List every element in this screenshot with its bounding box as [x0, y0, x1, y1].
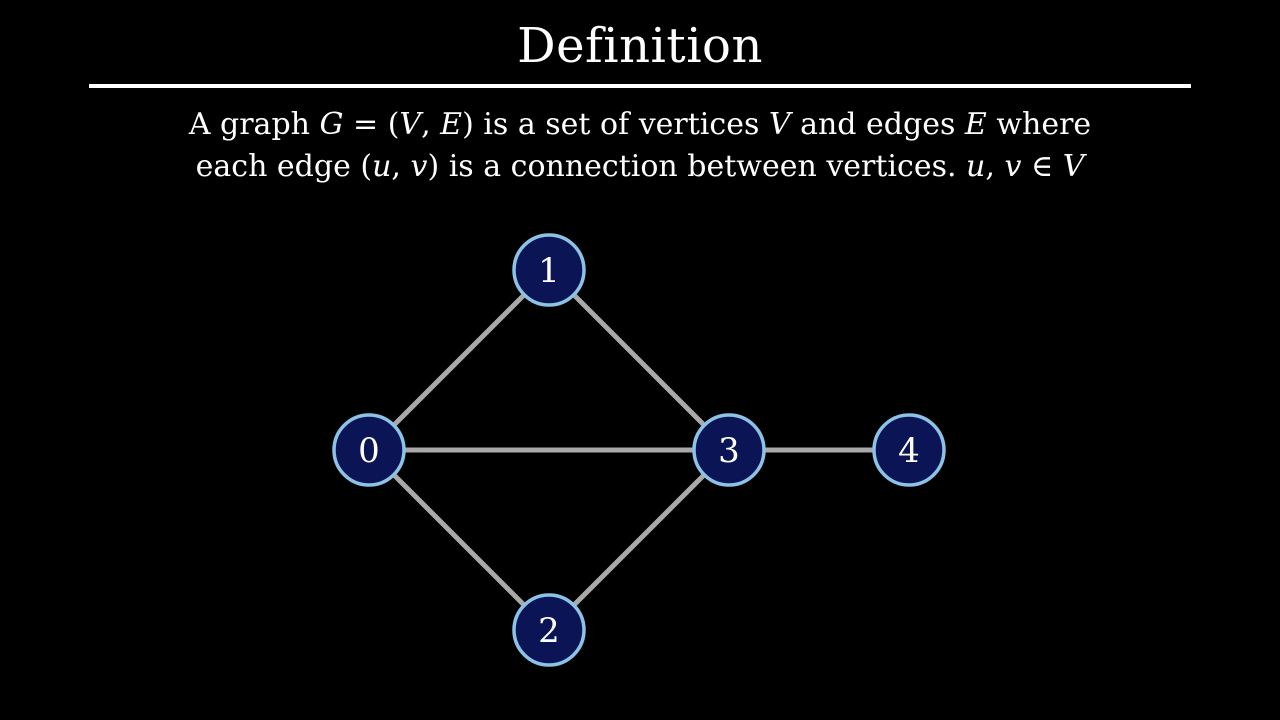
edge-0-1: [367, 268, 551, 452]
edge-1-3: [547, 268, 731, 452]
math-symbol: v: [1004, 149, 1022, 184]
vertex-1: 1: [512, 233, 586, 307]
vertex-3: 3: [692, 413, 766, 487]
vertex-2: 2: [512, 593, 586, 667]
math-symbol: u: [966, 149, 986, 184]
definition-fragment: ,: [421, 107, 441, 142]
vertex-label: 2: [538, 611, 560, 651]
definition-fragment: ,: [391, 149, 411, 184]
math-symbol: V: [768, 107, 791, 142]
vertex-circle: [332, 413, 406, 487]
node-layer: 0 1 2 3 4: [332, 233, 946, 667]
vertex-label: 1: [538, 251, 560, 291]
vertex-circle: [512, 233, 586, 307]
vertex-circle: [692, 413, 766, 487]
definition-fragment: and edges: [790, 107, 965, 142]
edge-0-2: [367, 448, 551, 632]
vertex-label: 3: [718, 431, 740, 471]
definition-fragment: ,: [985, 149, 1005, 184]
definition-line-2: each edge (u, v) is a connection between…: [100, 146, 1180, 188]
vertex-circle: [872, 413, 946, 487]
edge-layer: [367, 268, 909, 632]
definition-fragment: ) is a connection between vertices.: [427, 149, 967, 184]
title-divider: [89, 84, 1191, 88]
math-symbol: u: [372, 149, 392, 184]
definition-fragment: = (: [343, 107, 400, 142]
vertex-circle: [512, 593, 586, 667]
definition-fragment: where: [986, 107, 1092, 142]
definition-text: A graph G = (V, E) is a set of vertices …: [100, 104, 1180, 188]
vertex-label: 0: [358, 431, 380, 471]
slide-title: Definition: [517, 18, 763, 74]
definition-fragment: each edge (: [195, 149, 373, 184]
edge-2-3: [547, 448, 731, 632]
math-symbol: E: [964, 107, 987, 142]
math-symbol: G: [319, 107, 344, 142]
definition-line-1: A graph G = (V, E) is a set of vertices …: [100, 104, 1180, 146]
vertex-0: 0: [332, 413, 406, 487]
definition-fragment: ∈: [1021, 149, 1063, 184]
math-symbol: V: [1062, 149, 1085, 184]
definition-fragment: ) is a set of vertices: [462, 107, 769, 142]
vertex-4: 4: [872, 413, 946, 487]
math-symbol: E: [440, 107, 463, 142]
math-symbol: V: [399, 107, 422, 142]
definition-fragment: A graph: [188, 107, 320, 142]
math-symbol: v: [410, 149, 428, 184]
vertex-label: 4: [898, 431, 920, 471]
